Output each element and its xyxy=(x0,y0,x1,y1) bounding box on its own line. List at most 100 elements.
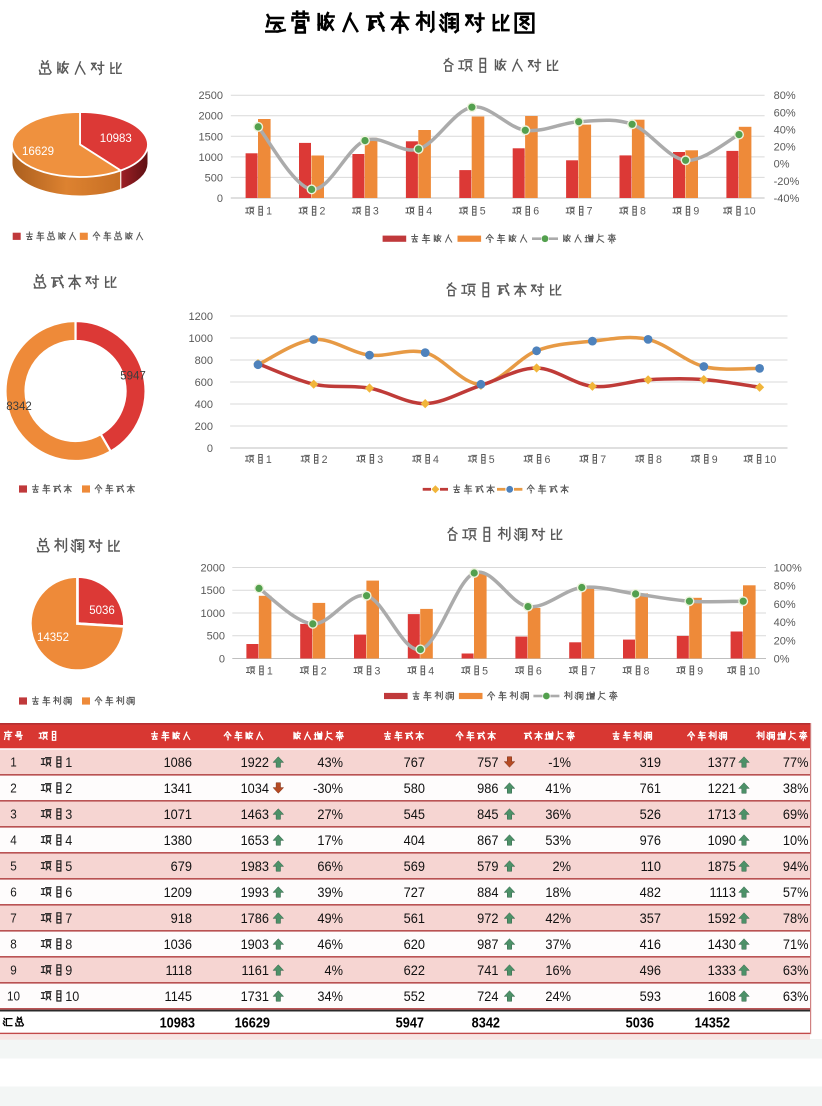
svg-text:27%: 27% xyxy=(317,806,343,822)
svg-text:57%: 57% xyxy=(783,884,809,900)
svg-text:69%: 69% xyxy=(783,806,809,822)
svg-text:10: 10 xyxy=(7,989,20,1004)
svg-text:1000: 1000 xyxy=(189,333,213,345)
svg-text:1: 1 xyxy=(266,454,272,466)
svg-text:1034: 1034 xyxy=(241,780,270,796)
svg-text:66%: 66% xyxy=(317,858,343,874)
svg-text:-20%: -20% xyxy=(774,176,800,188)
svg-text:8: 8 xyxy=(656,454,662,466)
svg-text:78%: 78% xyxy=(783,910,809,926)
svg-text:2: 2 xyxy=(65,780,72,796)
svg-text:10983: 10983 xyxy=(100,133,132,145)
svg-text:986: 986 xyxy=(477,780,498,796)
svg-text:1: 1 xyxy=(65,988,72,1004)
svg-text:20%: 20% xyxy=(774,635,796,647)
svg-text:71%: 71% xyxy=(783,936,809,952)
svg-text:5036: 5036 xyxy=(626,1013,655,1030)
svg-text:1500: 1500 xyxy=(199,131,223,143)
svg-text:14352: 14352 xyxy=(695,1013,731,1030)
svg-text:100%: 100% xyxy=(774,563,802,575)
svg-text:5: 5 xyxy=(480,206,486,218)
svg-text:80%: 80% xyxy=(774,581,796,593)
svg-text:40%: 40% xyxy=(774,124,796,136)
svg-text:5: 5 xyxy=(65,858,72,874)
svg-text:724: 724 xyxy=(477,988,499,1004)
svg-text:53%: 53% xyxy=(545,832,571,848)
svg-text:800: 800 xyxy=(195,355,213,367)
svg-text:7: 7 xyxy=(10,911,17,926)
svg-text:1903: 1903 xyxy=(241,936,269,952)
svg-text:3: 3 xyxy=(373,206,379,218)
svg-text:2: 2 xyxy=(321,665,327,677)
svg-text:80%: 80% xyxy=(774,90,796,102)
svg-text:6: 6 xyxy=(533,206,539,218)
svg-text:0: 0 xyxy=(207,443,213,455)
svg-text:1000: 1000 xyxy=(199,152,223,164)
svg-text:9: 9 xyxy=(65,962,72,978)
svg-text:42%: 42% xyxy=(545,910,571,926)
svg-text:7: 7 xyxy=(590,665,596,677)
svg-text:8: 8 xyxy=(644,665,650,677)
svg-text:10983: 10983 xyxy=(160,1013,196,1030)
svg-text:404: 404 xyxy=(404,832,426,848)
svg-text:9: 9 xyxy=(712,454,718,466)
svg-text:10%: 10% xyxy=(783,832,809,848)
svg-text:593: 593 xyxy=(640,988,661,1004)
svg-text:1463: 1463 xyxy=(241,806,269,822)
svg-text:561: 561 xyxy=(404,910,425,926)
svg-text:1380: 1380 xyxy=(164,832,192,848)
svg-text:18%: 18% xyxy=(545,884,571,900)
svg-text:1: 1 xyxy=(744,206,750,218)
svg-text:0: 0 xyxy=(754,665,760,677)
svg-text:1922: 1922 xyxy=(241,754,269,770)
svg-text:4%: 4% xyxy=(325,962,343,978)
svg-text:761: 761 xyxy=(640,780,661,796)
svg-text:1731: 1731 xyxy=(241,988,269,1004)
svg-text:496: 496 xyxy=(640,962,661,978)
svg-text:77%: 77% xyxy=(783,754,809,770)
svg-text:8342: 8342 xyxy=(472,1013,501,1030)
svg-text:40%: 40% xyxy=(774,617,796,629)
svg-text:63%: 63% xyxy=(783,988,809,1004)
svg-text:8: 8 xyxy=(65,936,72,952)
svg-text:43%: 43% xyxy=(317,754,343,770)
svg-text:1875: 1875 xyxy=(708,858,736,874)
svg-text:8: 8 xyxy=(10,937,17,952)
svg-text:2500: 2500 xyxy=(199,90,223,102)
svg-text:2: 2 xyxy=(320,206,326,218)
svg-text:987: 987 xyxy=(477,936,498,952)
svg-text:-40%: -40% xyxy=(774,193,800,205)
svg-text:1: 1 xyxy=(65,754,72,770)
svg-text:727: 727 xyxy=(404,884,425,900)
svg-text:20%: 20% xyxy=(774,142,796,154)
svg-text:24%: 24% xyxy=(545,988,571,1004)
svg-text:2%: 2% xyxy=(553,858,571,874)
svg-text:845: 845 xyxy=(477,806,498,822)
svg-text:16%: 16% xyxy=(545,962,571,978)
svg-text:110: 110 xyxy=(641,858,661,874)
svg-text:2000: 2000 xyxy=(199,111,223,123)
svg-text:5: 5 xyxy=(10,859,17,874)
svg-text:767: 767 xyxy=(404,754,425,770)
svg-text:0: 0 xyxy=(72,988,79,1004)
svg-text:1377: 1377 xyxy=(708,754,736,770)
svg-text:1090: 1090 xyxy=(708,832,736,848)
svg-text:1200: 1200 xyxy=(189,311,213,323)
svg-text:94%: 94% xyxy=(783,858,809,874)
svg-text:9: 9 xyxy=(697,665,703,677)
svg-text:1: 1 xyxy=(748,665,754,677)
svg-text:0: 0 xyxy=(219,654,225,666)
svg-text:569: 569 xyxy=(404,858,425,874)
svg-text:3: 3 xyxy=(375,665,381,677)
svg-text:1993: 1993 xyxy=(241,884,269,900)
svg-text:2000: 2000 xyxy=(201,563,225,575)
svg-text:1113: 1113 xyxy=(709,884,736,900)
svg-text:4: 4 xyxy=(10,833,17,848)
svg-text:500: 500 xyxy=(205,172,223,184)
svg-text:-1%: -1% xyxy=(548,754,571,770)
svg-text:36%: 36% xyxy=(545,806,571,822)
svg-text:4: 4 xyxy=(433,454,439,466)
svg-text:1500: 1500 xyxy=(201,585,225,597)
svg-text:0: 0 xyxy=(750,206,756,218)
svg-text:1086: 1086 xyxy=(164,754,192,770)
